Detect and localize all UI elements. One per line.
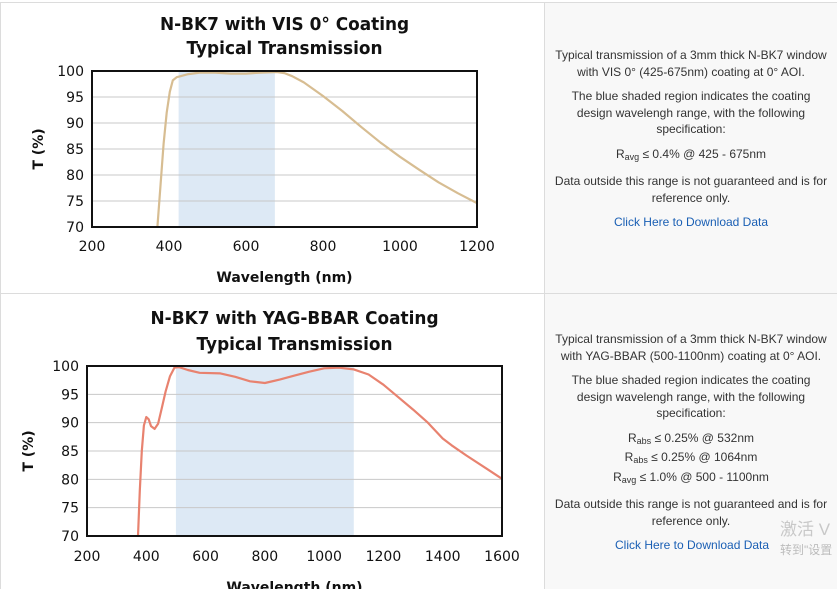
chart-cell-vis: N-BK7 with VIS 0° Coating Typical Transmi… — [0, 3, 545, 294]
chart-subtitle: Typical Transmission — [197, 335, 393, 356]
y-tick-label: 100 — [52, 359, 79, 375]
y-tick-label: 75 — [66, 194, 84, 210]
chart-title: N-BK7 with YAG-BBAR Coating — [151, 309, 439, 330]
disclaimer-text: Data outside this range is not guarantee… — [554, 174, 828, 205]
spec-list: Rabs ≤ 0.25% @ 532nm Rabs ≤ 0.25% @ 1064n… — [553, 430, 829, 489]
y-tick-label: 90 — [66, 116, 84, 132]
y-tick-label: 80 — [61, 472, 79, 488]
y-tick-label: 80 — [66, 168, 84, 184]
plot-frame — [91, 70, 478, 228]
watermark-line2: 转到"设置 — [780, 543, 833, 557]
spec-subscript: avg — [621, 474, 637, 485]
spec-value: ≤ 0.25% @ 1064nm — [647, 450, 758, 464]
x-tick-label: 1600 — [484, 549, 520, 565]
x-tick-label: 1200 — [459, 239, 495, 255]
x-tick-label: 1400 — [425, 549, 461, 565]
x-tick-label: 400 — [156, 239, 183, 255]
y-tick-label: 100 — [57, 64, 84, 80]
y-tick-label: 95 — [61, 387, 79, 403]
spec-value: ≤ 1.0% @ 500 - 1100nm — [636, 469, 769, 484]
spec-symbol: R — [624, 450, 634, 464]
y-tick-label: 85 — [61, 444, 79, 460]
x-tick-label: 1200 — [366, 549, 402, 565]
y-tick-label: 95 — [66, 90, 84, 106]
spec-line: Ravg ≤ 0.4% @ 425 - 675nm — [553, 146, 829, 166]
spec-list: Ravg ≤ 0.4% @ 425 - 675nm — [553, 146, 829, 166]
spec-subscript: avg — [624, 151, 640, 162]
spec-subscript: abs — [636, 435, 652, 446]
x-tick-label: 1000 — [306, 549, 342, 565]
download-data-link[interactable]: Click Here to Download Data — [615, 538, 770, 552]
chart-intro-text: Typical transmission of a 3mm thick N-BK… — [555, 332, 827, 363]
chart-subtitle: Typical Transmission — [187, 39, 383, 60]
disclaimer-text: Data outside this range is not guarantee… — [554, 497, 828, 528]
x-tick-label: 800 — [310, 239, 337, 255]
transmission-curve — [136, 366, 503, 537]
x-axis-label: Wavelength (nm) — [216, 270, 352, 286]
x-tick-label: 200 — [74, 549, 101, 565]
x-tick-label: 800 — [251, 549, 278, 565]
x-tick-label: 600 — [233, 239, 260, 255]
shading-text: The blue shaded region indicates the coa… — [571, 89, 811, 136]
spec-value: ≤ 0.4% @ 425 - 675nm — [639, 146, 767, 161]
spec-subscript: abs — [633, 455, 648, 465]
transmission-chart-yag: N-BK7 with YAG-BBAR Coating Typical Trans… — [21, 309, 520, 594]
spec-symbol: R — [615, 146, 625, 161]
y-tick-label: 90 — [61, 416, 79, 432]
shading-text: The blue shaded region indicates the coa… — [571, 373, 811, 420]
chart-cell-yag: N-BK7 with YAG-BBAR Coating Typical Trans… — [0, 294, 545, 594]
transmission-chart-vis: N-BK7 with VIS 0° Coating Typical Transmi… — [31, 15, 495, 286]
spec-line: Rabs ≤ 0.25% @ 532nm — [553, 430, 829, 450]
plot-frame — [86, 365, 503, 537]
y-tick-label: 70 — [66, 220, 84, 236]
x-tick-label: 1000 — [382, 239, 418, 255]
data-row-vis-coating: N-BK7 with VIS 0° Coating Typical Transmi… — [0, 2, 837, 294]
x-tick-label: 600 — [192, 549, 219, 565]
spec-line: Ravg ≤ 1.0% @ 500 - 1100nm — [553, 469, 829, 489]
y-axis-label: T (%) — [31, 128, 47, 169]
chart-title: N-BK7 with VIS 0° Coating — [160, 15, 409, 36]
y-tick-label: 75 — [61, 501, 79, 517]
x-tick-label: 400 — [133, 549, 160, 565]
data-row-yag-coating: N-BK7 with YAG-BBAR Coating Typical Trans… — [0, 293, 837, 594]
spec-value: ≤ 0.25% @ 532nm — [651, 430, 755, 445]
download-data-link[interactable]: Click Here to Download Data — [613, 215, 769, 229]
info-cell-vis: Typical transmission of a 3mm thick N-BK… — [545, 3, 837, 294]
y-tick-label: 85 — [66, 142, 84, 158]
os-activation-watermark: 激活 V 转到"设置 — [780, 520, 832, 560]
spec-line: Rabs ≤ 0.25% @ 1064nm — [553, 449, 829, 469]
watermark-line1: 激活 V — [780, 520, 831, 539]
chart-intro-text: Typical transmission of a 3mm thick N-BK… — [555, 48, 827, 79]
info-cell-yag: Typical transmission of a 3mm thick N-BK… — [545, 294, 837, 589]
y-tick-label: 70 — [61, 529, 79, 545]
spec-symbol: R — [627, 430, 637, 445]
transmission-curve — [156, 70, 478, 228]
x-tick-label: 200 — [79, 239, 106, 255]
spec-symbol: R — [613, 469, 622, 484]
y-axis-label: T (%) — [21, 430, 37, 471]
